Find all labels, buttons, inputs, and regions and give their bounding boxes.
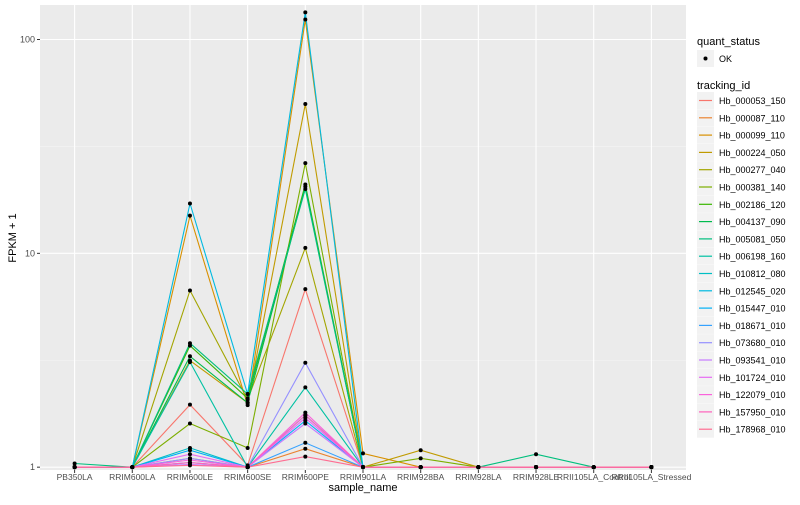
data-point — [649, 465, 654, 470]
legend-label: Hb_122079_010 — [719, 390, 786, 400]
x-tick-label: PB350LA — [57, 472, 93, 482]
legend-label: Hb_093541_010 — [719, 356, 786, 366]
legend-label-ok: OK — [719, 54, 732, 64]
data-point — [303, 102, 308, 107]
y-tick-label: 10 — [25, 248, 35, 258]
legend-label: Hb_010812_080 — [719, 269, 786, 279]
legend-title-tracking-id: tracking_id — [697, 80, 750, 92]
data-point — [303, 418, 308, 423]
data-point — [303, 446, 308, 451]
data-point — [187, 448, 192, 453]
data-point — [476, 465, 481, 470]
data-point — [72, 465, 77, 470]
data-point — [187, 421, 192, 426]
x-tick-label: RRIM928LA — [455, 472, 502, 482]
x-tick-label: RRIM600PE — [282, 472, 330, 482]
y-tick-label: 100 — [20, 35, 35, 45]
data-point — [303, 161, 308, 166]
x-tick-label: RRIM600LE — [167, 472, 214, 482]
data-point — [187, 354, 192, 359]
x-axis-title: sample_name — [328, 482, 397, 494]
data-point — [245, 396, 250, 401]
data-point — [187, 402, 192, 407]
x-tick-label: RRIM600SE — [224, 472, 272, 482]
legend: quant_status OK tracking_id Hb_000053_15… — [697, 36, 786, 438]
data-point — [303, 421, 308, 426]
legend-label: Hb_000053_150 — [719, 96, 786, 106]
x-tick-label: RRIM928BA — [397, 472, 445, 482]
y-axis-title: FPKM + 1 — [7, 213, 19, 262]
x-axis: PB350LA RRIM600LA RRIM600LE RRIM600SE RRIM60… — [57, 470, 692, 482]
legend-label: Hb_000099_110 — [719, 131, 785, 141]
data-point — [418, 448, 423, 453]
data-point — [418, 465, 423, 470]
data-point — [361, 451, 365, 456]
x-tick-label: RRII105LA_Stressed — [611, 472, 691, 482]
y-axis: 1 10 100 — [20, 35, 40, 472]
data-point — [303, 245, 308, 250]
data-point — [187, 341, 192, 346]
data-point — [187, 213, 192, 218]
legend-label: Hb_073680_010 — [719, 338, 786, 348]
data-point — [303, 360, 308, 365]
data-point — [534, 452, 539, 457]
data-point — [245, 445, 250, 450]
data-point — [303, 413, 308, 418]
data-point — [303, 17, 308, 22]
data-point — [303, 454, 308, 459]
data-point — [130, 465, 135, 470]
x-tick-label: RRIM928LE — [513, 472, 560, 482]
data-point — [187, 463, 192, 468]
legend-label: Hb_000381_140 — [719, 183, 786, 193]
x-tick-label: RRIM600LA — [109, 472, 156, 482]
data-point — [187, 201, 192, 206]
legend-label: Hb_002186_120 — [719, 200, 786, 210]
data-point — [245, 400, 250, 405]
data-point — [418, 456, 423, 461]
legend-label: Hb_178968_010 — [719, 425, 786, 435]
legend-label: Hb_012545_020 — [719, 286, 786, 296]
legend-label: Hb_000277_040 — [719, 165, 786, 175]
legend-label: Hb_157950_010 — [719, 407, 786, 417]
legend-label: Hb_000087_110 — [719, 113, 785, 123]
data-point — [303, 385, 308, 390]
data-point — [187, 452, 192, 457]
data-point — [245, 391, 250, 396]
data-point — [303, 186, 308, 191]
data-points — [72, 10, 654, 470]
legend-label: Hb_000224_050 — [719, 148, 786, 158]
legend-label: Hb_101724_010 — [719, 373, 786, 383]
legend-point-icon — [703, 56, 708, 61]
data-point — [534, 465, 539, 470]
data-point — [245, 465, 250, 470]
legend-label: Hb_015447_010 — [719, 304, 786, 314]
legend-label: Hb_018671_010 — [719, 321, 786, 331]
legend-items: Hb_000053_150 Hb_000087_110 Hb_000099_110 H… — [697, 92, 786, 438]
data-point — [303, 440, 308, 445]
x-tick-label: RRII105LA_Control — [557, 472, 631, 482]
legend-label: Hb_004137_090 — [719, 217, 786, 227]
legend-label: Hb_005081_050 — [719, 234, 786, 244]
data-point — [187, 288, 192, 293]
data-point — [303, 10, 308, 15]
x-tick-label: RRIM901LA — [340, 472, 387, 482]
data-point — [303, 287, 308, 292]
data-point — [187, 360, 192, 365]
legend-label: Hb_006198_160 — [719, 252, 786, 262]
y-tick-label: 1 — [30, 462, 35, 472]
data-point — [361, 465, 365, 470]
data-point — [591, 465, 596, 470]
legend-title-quant-status: quant_status — [697, 36, 760, 48]
data-point — [72, 461, 77, 466]
